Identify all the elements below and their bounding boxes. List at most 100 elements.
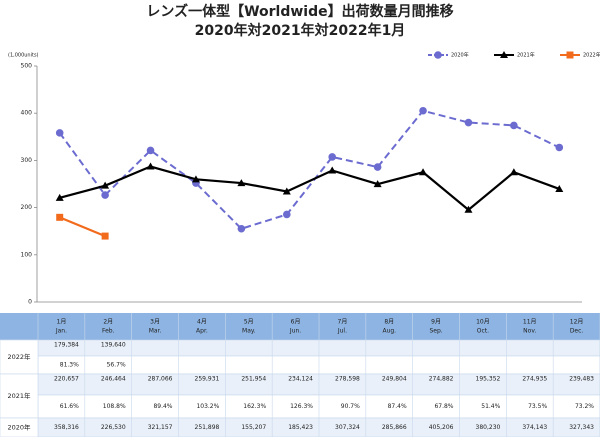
y-tick-label: 100: [21, 251, 33, 258]
marker: [510, 121, 518, 130]
table-header-ja: 7月: [338, 319, 348, 326]
table-header-ja: 3月: [150, 319, 160, 326]
table-label-bg: [0, 373, 39, 419]
marker: [434, 51, 442, 59]
marker: [328, 153, 337, 161]
table-label-bg: [0, 417, 39, 437]
table-value: 185,423: [288, 424, 313, 431]
marker: [373, 180, 382, 188]
table-ratio: 73.2%: [575, 403, 594, 410]
marker: [237, 179, 246, 187]
table-header-en: Jun.: [289, 328, 301, 335]
table-header-ja: 11月: [523, 319, 537, 326]
table-header-en: Oct.: [477, 328, 489, 335]
table-header-en: Dec.: [570, 328, 584, 335]
table-value: 285,866: [382, 424, 407, 431]
table-value: 287,066: [148, 376, 173, 383]
marker: [282, 187, 291, 195]
table-value: 139,640: [101, 342, 126, 349]
table-header-en: Feb.: [102, 328, 115, 335]
table-header-ja: 5月: [244, 319, 254, 326]
table-value: 380,230: [476, 424, 501, 431]
marker: [373, 163, 382, 171]
table-ratio: 61.6%: [60, 403, 79, 410]
y-tick-label: 300: [21, 157, 33, 164]
table-value: 259,931: [195, 376, 220, 383]
marker: [509, 168, 518, 176]
table-value: 249,804: [382, 376, 407, 383]
table-value: 321,157: [148, 424, 173, 431]
table-value: 179,384: [54, 342, 79, 349]
table-value: 251,954: [241, 376, 266, 383]
table-ratio: 126.3%: [290, 403, 313, 410]
table-value: 405,206: [429, 424, 454, 431]
table-ratio: 108.8%: [103, 403, 126, 410]
table-label-bg: [0, 339, 39, 375]
marker: [146, 146, 155, 155]
marker: [101, 232, 109, 240]
marker: [464, 118, 473, 127]
table-value: 327,343: [569, 424, 594, 431]
table-ratio: 162.3%: [243, 403, 266, 410]
series-line: [59, 216, 106, 238]
table-header-ja: 8月: [384, 319, 394, 326]
table-header-en: Sep.: [429, 328, 442, 335]
legend-label: 2022年: [583, 52, 600, 59]
y-tick-label: 200: [21, 204, 33, 211]
legend-label: 2020年: [451, 52, 469, 59]
y-unit: (1,000units): [8, 53, 39, 59]
table-ratio: 87.4%: [388, 403, 407, 410]
table-value: 374,143: [522, 424, 547, 431]
table-value: 246,464: [101, 376, 126, 383]
marker: [566, 51, 574, 59]
table-ratio: 90.7%: [341, 403, 360, 410]
marker: [56, 213, 64, 221]
table-value: 234,124: [288, 376, 313, 383]
marker: [464, 205, 473, 213]
table-ratio: 81.3%: [60, 362, 79, 369]
table-value: 226,530: [101, 424, 126, 431]
table-header-ja: 1月: [57, 319, 67, 326]
table-header-en: May.: [242, 328, 256, 335]
marker: [101, 181, 110, 189]
table-row-label: 2022年: [7, 352, 31, 361]
table-header-ja: 2月: [103, 319, 113, 326]
table-header-en: Jul.: [337, 328, 347, 335]
marker: [500, 51, 508, 58]
marker: [419, 168, 428, 176]
series-line: [59, 165, 560, 212]
y-tick-label: 400: [21, 110, 33, 117]
table-header-en: Apr.: [196, 328, 208, 335]
marker: [555, 184, 564, 192]
marker: [101, 191, 109, 199]
marker: [146, 162, 155, 170]
marker: [191, 175, 200, 183]
table-row-bg: [0, 355, 600, 375]
table-value: 358,316: [54, 424, 79, 431]
table-header-en: Mar.: [149, 328, 162, 335]
table-header-en: Aug.: [382, 328, 396, 335]
marker: [555, 143, 564, 152]
table-ratio: 67.8%: [434, 403, 453, 410]
marker: [328, 166, 337, 174]
table-value: 155,207: [241, 424, 266, 431]
marker: [237, 224, 246, 233]
table-header-ja: 10月: [476, 319, 490, 326]
table-header-en: Nov.: [523, 328, 536, 335]
table-value: 220,657: [54, 376, 79, 383]
table-header-ja: 9月: [431, 319, 441, 326]
marker: [55, 129, 64, 137]
marker: [55, 193, 64, 201]
marker: [282, 210, 291, 219]
table-header-ja: 12月: [570, 319, 584, 326]
table-ratio: 51.4%: [481, 403, 500, 410]
table-header-bg: [0, 313, 600, 340]
table-header-en: Jan.: [55, 328, 67, 335]
table-ratio: 73.5%: [528, 403, 547, 410]
table-value: 195,352: [476, 376, 501, 383]
table-header-ja: 6月: [291, 319, 301, 326]
chart-subtitle: 2020年対2021年対2022年1月: [195, 22, 406, 39]
table-ratio: 89.4%: [153, 403, 172, 410]
table-ratio: 103.2%: [196, 403, 219, 410]
